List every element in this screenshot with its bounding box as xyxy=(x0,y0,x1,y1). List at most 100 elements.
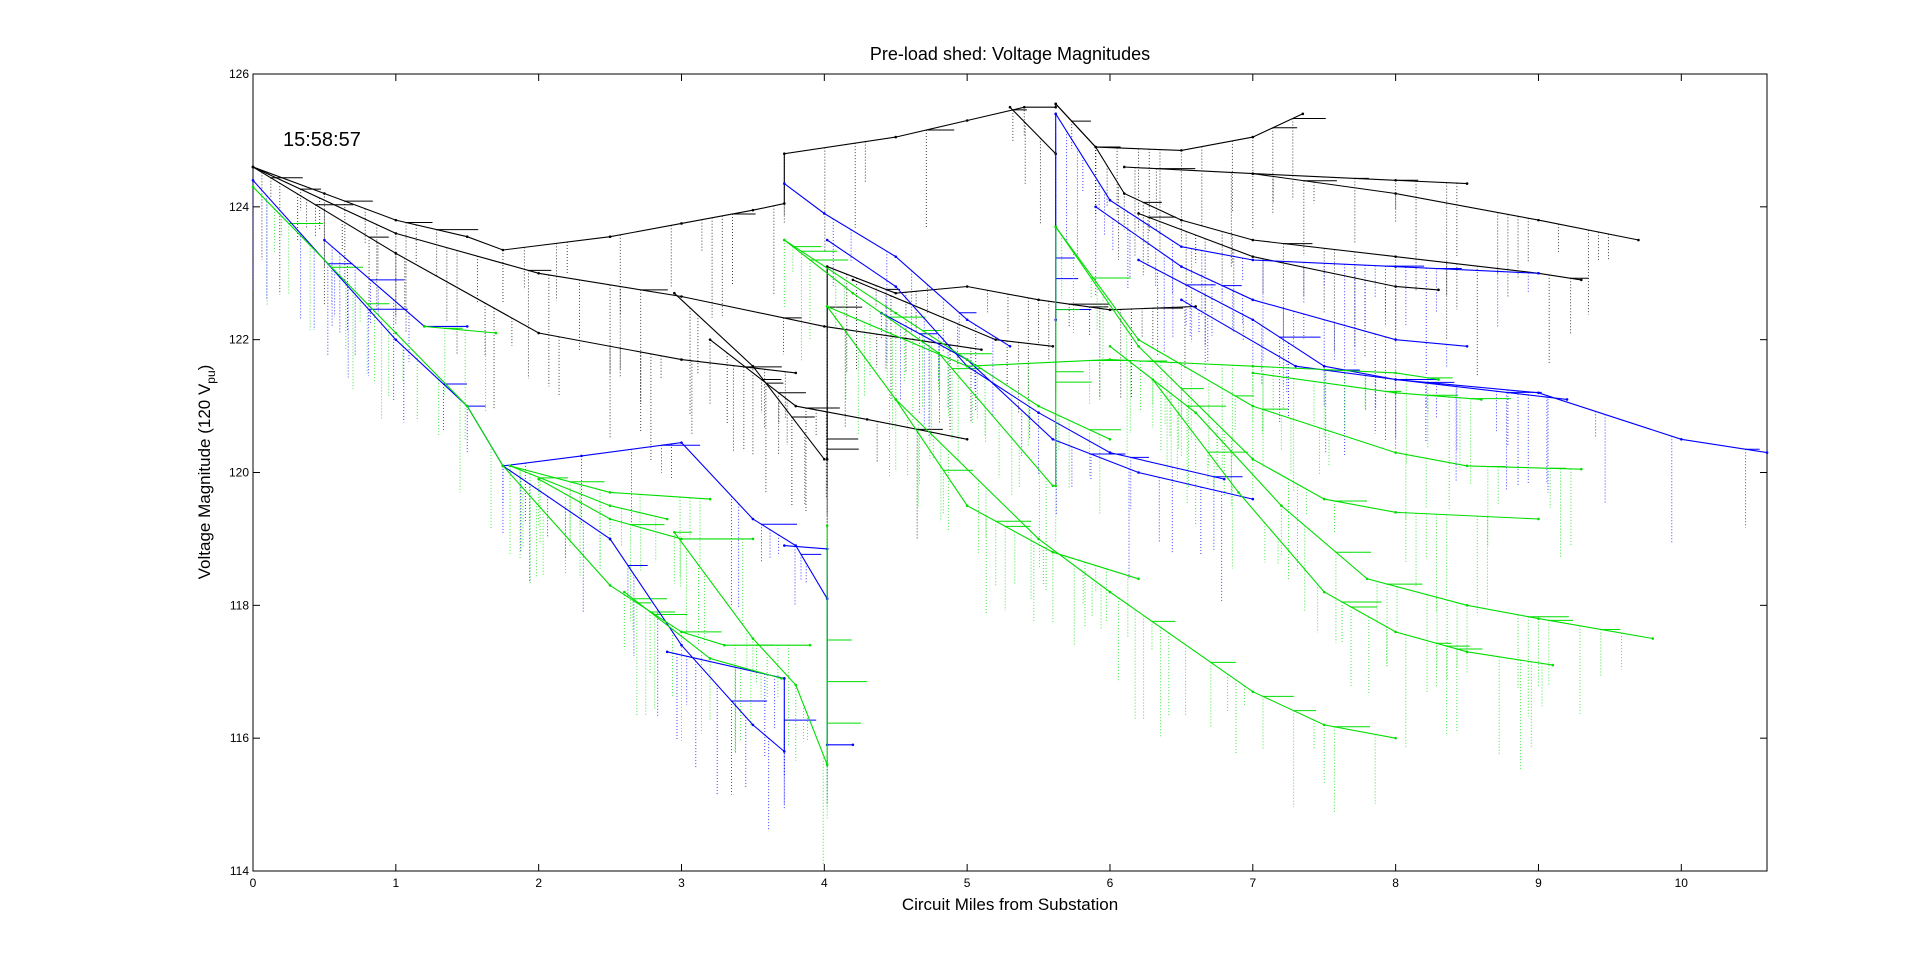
node-marker xyxy=(894,135,898,139)
y-axis-label: Voltage Magnitude (120 Vpu) xyxy=(195,365,218,580)
node-marker xyxy=(1394,511,1397,514)
x-tick-label: 7 xyxy=(1249,876,1256,890)
node-marker xyxy=(423,325,426,328)
node-marker xyxy=(1251,404,1255,408)
node-marker xyxy=(394,331,398,335)
node-marker xyxy=(537,271,540,275)
chart-title: Pre-load shed: Voltage Magnitudes xyxy=(870,44,1150,64)
node-marker xyxy=(680,630,683,634)
node-marker xyxy=(1108,590,1112,594)
node-marker xyxy=(1122,192,1126,195)
node-marker xyxy=(1394,736,1397,740)
node-marker xyxy=(1008,345,1012,348)
node-marker xyxy=(1394,338,1397,341)
node-marker xyxy=(1394,255,1397,258)
node-marker xyxy=(1054,225,1058,229)
node-marker xyxy=(1394,391,1397,395)
node-marker xyxy=(1251,364,1255,368)
node-marker xyxy=(751,537,755,541)
node-marker xyxy=(823,212,826,215)
node-marker xyxy=(1580,278,1583,282)
node-marker xyxy=(1108,308,1112,312)
y-axis-label-sub: pu xyxy=(204,370,218,383)
series-green-27 xyxy=(424,325,496,334)
node-marker xyxy=(783,238,786,242)
node-marker xyxy=(783,152,786,155)
y-axis-label-main: Voltage Magnitude (120 V xyxy=(195,383,214,579)
node-marker xyxy=(1251,258,1255,262)
node-marker xyxy=(1765,451,1769,454)
node-marker xyxy=(823,457,826,461)
node-marker xyxy=(783,202,786,205)
plot-area xyxy=(252,73,1768,872)
node-marker xyxy=(1108,345,1112,348)
node-marker xyxy=(1180,218,1183,222)
node-marker xyxy=(1551,663,1555,667)
node-marker xyxy=(1465,182,1469,185)
node-marker xyxy=(1537,218,1540,222)
node-marker xyxy=(680,358,683,361)
node-marker xyxy=(1251,172,1255,175)
node-marker xyxy=(1465,464,1469,468)
x-axis-label: Circuit Miles from Substation xyxy=(902,895,1118,914)
node-marker xyxy=(794,371,798,375)
node-marker xyxy=(537,331,540,335)
node-marker xyxy=(751,208,755,212)
node-marker xyxy=(1037,537,1040,541)
node-marker xyxy=(1151,378,1155,381)
x-tick-label: 6 xyxy=(1107,876,1114,890)
node-marker xyxy=(1394,630,1397,634)
node-marker xyxy=(823,325,826,328)
node-marker xyxy=(825,457,829,461)
node-marker xyxy=(851,743,855,747)
series-layer xyxy=(251,102,1769,767)
node-marker xyxy=(708,497,712,501)
node-marker xyxy=(1651,637,1655,640)
node-marker xyxy=(608,517,612,521)
node-marker xyxy=(708,657,712,660)
series-green-26 xyxy=(252,186,810,646)
node-marker xyxy=(965,364,969,368)
series-green-34 xyxy=(783,226,1057,487)
node-marker xyxy=(501,248,505,252)
series-black-1 xyxy=(1009,106,1057,155)
node-marker xyxy=(251,165,255,169)
node-marker xyxy=(680,643,683,647)
node-marker xyxy=(965,318,969,322)
series-blue-22 xyxy=(1055,113,1539,274)
node-marker xyxy=(1037,411,1040,415)
node-marker xyxy=(1222,477,1226,481)
node-marker xyxy=(1394,178,1397,182)
node-marker xyxy=(1051,437,1055,441)
node-marker xyxy=(1251,298,1255,302)
node-marker xyxy=(1394,378,1397,381)
y-tick-label: 118 xyxy=(230,598,249,612)
node-marker xyxy=(1637,238,1640,242)
node-marker xyxy=(1122,165,1126,169)
node-marker xyxy=(1322,364,1326,368)
node-marker xyxy=(1180,265,1183,268)
node-marker xyxy=(1137,258,1140,262)
node-marker xyxy=(851,291,855,295)
node-marker xyxy=(1180,245,1183,248)
node-marker xyxy=(673,530,676,534)
x-tick-label: 0 xyxy=(250,876,257,890)
node-marker xyxy=(1051,484,1055,488)
node-marker xyxy=(783,750,786,753)
node-marker xyxy=(1537,617,1540,620)
node-marker xyxy=(825,305,829,308)
node-marker xyxy=(1037,298,1040,302)
node-marker xyxy=(508,464,512,468)
series-green-41 xyxy=(1152,379,1553,666)
node-marker xyxy=(965,119,969,122)
node-marker xyxy=(708,338,712,341)
y-axis-label-end: ) xyxy=(195,365,214,371)
node-marker xyxy=(1251,135,1255,139)
node-marker xyxy=(1054,102,1058,106)
series-black-6 xyxy=(1138,212,1439,291)
node-marker xyxy=(1537,271,1540,275)
node-marker xyxy=(1251,690,1255,693)
series-green-30 xyxy=(538,478,753,540)
series-black-4 xyxy=(1124,166,1468,185)
node-marker xyxy=(965,504,969,508)
